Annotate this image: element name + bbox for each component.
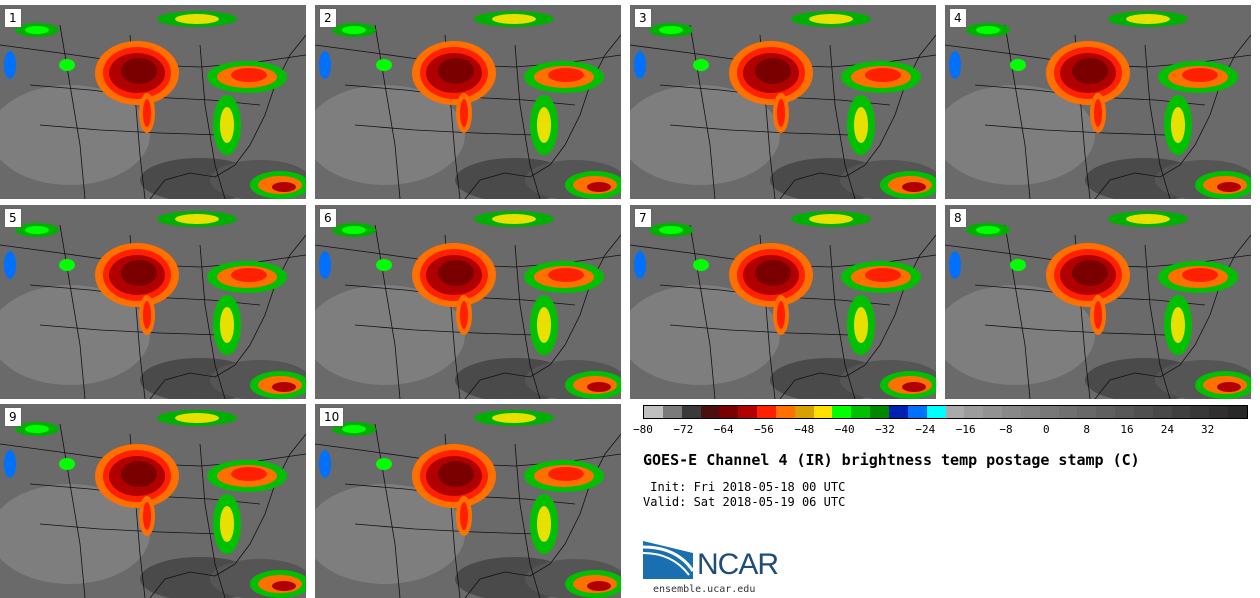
ir-satellite-map [630, 5, 936, 199]
colorbar-tick-label: −8 [999, 423, 1013, 436]
colorbar-tick-label: −48 [794, 423, 815, 436]
colorbar-segment [794, 406, 814, 418]
ir-satellite-map [630, 205, 936, 399]
ir-satellite-map [0, 205, 306, 399]
colorbar-segment [1209, 406, 1229, 418]
colorbar-tick-label: 16 [1120, 423, 1134, 436]
colorbar-segment [926, 406, 946, 418]
ensemble-member-panel: 2 [315, 5, 621, 199]
colorbar-segment [700, 406, 720, 418]
colorbar-tick-label: 0 [1043, 423, 1050, 436]
panel-number: 2 [319, 8, 337, 28]
colorbar-segment [757, 406, 776, 418]
ir-satellite-map [315, 5, 621, 199]
colorbar-segment [644, 406, 663, 418]
colorbar-segment [1096, 406, 1116, 418]
ensemble-member-panel: 10 [315, 404, 621, 598]
colorbar-tick-label: −64 [713, 423, 734, 436]
ensemble-member-panel: 9 [0, 404, 306, 598]
website-url: ensemble.ucar.edu [653, 584, 756, 595]
panel-number: 10 [319, 407, 345, 427]
ir-satellite-map [0, 404, 306, 598]
colorbar-segment [964, 406, 984, 418]
colorbar-segment [1115, 406, 1134, 418]
colorbar-segment [813, 406, 833, 418]
panel-number: 8 [949, 208, 967, 228]
ir-satellite-map [945, 205, 1251, 399]
colorbar-segment [851, 406, 871, 418]
init-time: Init: Fri 2018-05-18 00 UTC [643, 480, 846, 494]
colorbar-segment [1058, 406, 1078, 418]
panel-number: 6 [319, 208, 337, 228]
colorbar-segment [1152, 406, 1172, 418]
ir-satellite-map [315, 205, 621, 399]
colorbar-segment [719, 406, 739, 418]
valid-time: Valid: Sat 2018-05-19 06 UTC [643, 495, 846, 509]
panel-number: 7 [634, 208, 652, 228]
colorbar-tick-label: 32 [1201, 423, 1215, 436]
colorbar-tick-label: 8 [1083, 423, 1090, 436]
colorbar-segment [1077, 406, 1097, 418]
colorbar-segment [662, 406, 682, 418]
colorbar-ticks: −80 −72 −64 −56 −48 −40 −32 −24 −16 −8 0 8 16 24 32 [633, 423, 1248, 437]
colorbar-segment [1039, 406, 1059, 418]
panel-number: 3 [634, 8, 652, 28]
colorbar [643, 405, 1248, 419]
colorbar-segment [1190, 406, 1210, 418]
ensemble-member-panel: 4 [945, 5, 1251, 199]
ensemble-member-panel: 7 [630, 205, 936, 399]
colorbar-tick-label: −16 [955, 423, 976, 436]
ensemble-member-panel: 3 [630, 5, 936, 199]
ncar-logo [643, 541, 695, 579]
colorbar-segment [1002, 406, 1021, 418]
colorbar-tick-label: 24 [1160, 423, 1174, 436]
ir-satellite-map [945, 5, 1251, 199]
figure-title: GOES-E Channel 4 (IR) brightness temp po… [643, 451, 1140, 469]
panel-number: 4 [949, 8, 967, 28]
colorbar-tick-label: −32 [875, 423, 895, 436]
colorbar-segment [945, 406, 965, 418]
ir-satellite-map [315, 404, 621, 598]
colorbar-segment [870, 406, 889, 418]
colorbar-tick-label: −40 [834, 423, 855, 436]
colorbar-tick-label: −72 [673, 423, 694, 436]
ncar-logo-text: NCAR [697, 548, 779, 581]
colorbar-segment [907, 406, 927, 418]
ensemble-member-panel: 8 [945, 205, 1251, 399]
colorbar-tick-label: −24 [915, 423, 936, 436]
colorbar-segment [1228, 406, 1247, 418]
ir-satellite-map [0, 5, 306, 199]
colorbar-segment [738, 406, 758, 418]
panel-number: 9 [4, 407, 22, 427]
colorbar-segment [681, 406, 701, 418]
colorbar-segment [775, 406, 795, 418]
colorbar-segment [1020, 406, 1040, 418]
colorbar-tick-label: −56 [754, 423, 774, 436]
colorbar-segment [888, 406, 908, 418]
ensemble-member-panel: 1 [0, 5, 306, 199]
colorbar-segment [1171, 406, 1191, 418]
colorbar-segment [1133, 406, 1153, 418]
panel-number: 5 [4, 208, 22, 228]
colorbar-tick-label: −80 [633, 423, 653, 436]
colorbar-segment [983, 406, 1003, 418]
colorbar-segment [832, 406, 852, 418]
panel-number: 1 [4, 8, 22, 28]
ensemble-member-panel: 5 [0, 205, 306, 399]
ensemble-member-panel: 6 [315, 205, 621, 399]
